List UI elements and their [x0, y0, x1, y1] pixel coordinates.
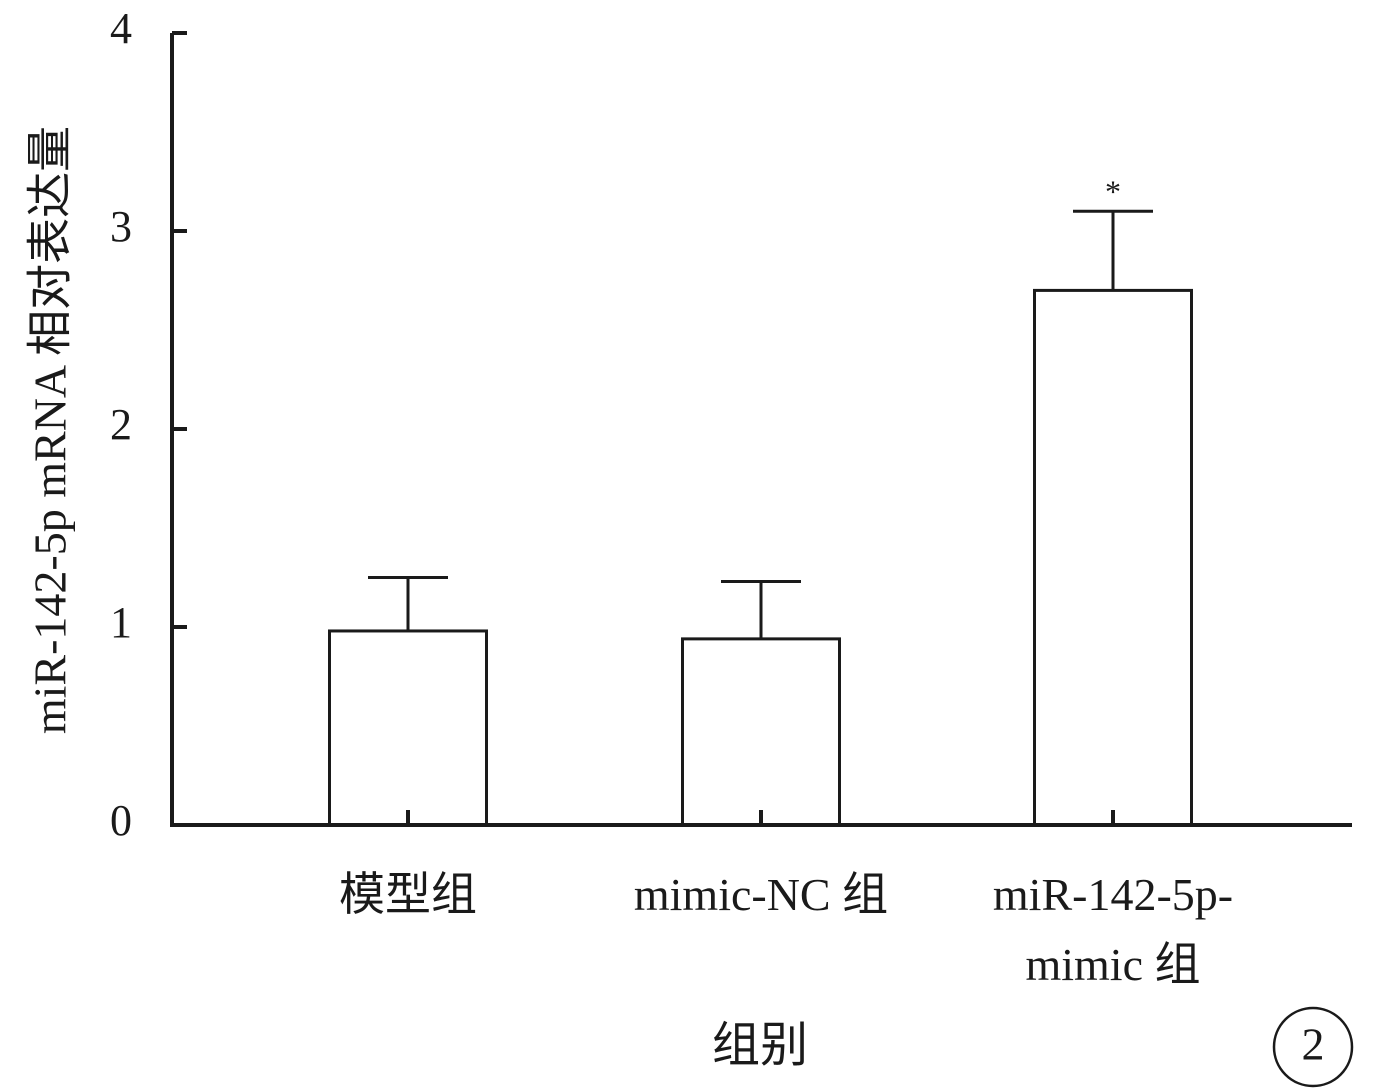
x-tick-label: miR-142-5p- mimic 组: [992, 869, 1234, 990]
y-axis-label: miR-142-5p mRNA 相对表达量: [25, 126, 76, 734]
annotation: *: [1105, 174, 1121, 210]
panel-circle: [1272, 1006, 1354, 1088]
x-axis-label: 组别: [712, 1019, 808, 1072]
y-tick-label: 1: [110, 598, 132, 647]
bar: [1033, 288, 1193, 827]
bar: [681, 637, 841, 827]
y-tick-label: 3: [110, 202, 132, 251]
bar: [328, 629, 488, 827]
y-tick-label: 2: [110, 400, 132, 449]
x-tick-label: 模型组: [339, 869, 477, 920]
x-tick-label: mimic-NC 组: [633, 869, 889, 920]
y-tick-label: 4: [110, 4, 132, 53]
panel-label: 2: [1302, 1019, 1325, 1070]
y-tick-label: 0: [110, 796, 132, 845]
